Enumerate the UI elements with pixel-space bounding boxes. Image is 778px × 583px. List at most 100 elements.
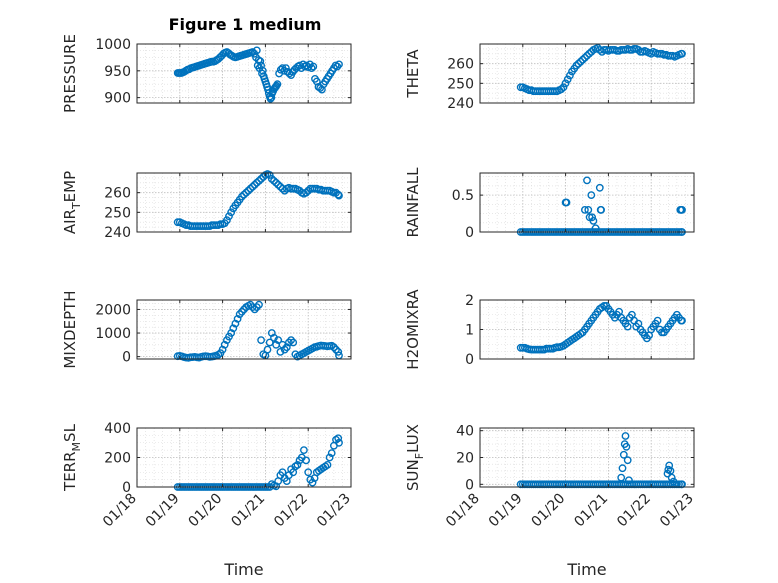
data-point: [302, 456, 310, 465]
y-tick-label: 20: [456, 451, 474, 467]
data-point: [578, 55, 587, 64]
y-axis-label: THETA: [404, 49, 422, 99]
data-point: [585, 49, 593, 58]
x-tick-label: 01/18: [100, 491, 140, 531]
subplot-6: 0 1 2 H2OMIXRA: [404, 289, 695, 370]
y-tick-label: 260: [447, 57, 474, 73]
data-point: [566, 71, 574, 80]
data-point: [289, 338, 298, 347]
data-point: [559, 83, 568, 92]
data-point: [250, 180, 259, 189]
data-point: [282, 343, 291, 352]
data-point: [257, 174, 265, 183]
data-point: [302, 188, 310, 197]
y-tick-label: 0: [465, 352, 474, 368]
data-point: [618, 464, 627, 473]
data-point: [335, 438, 343, 447]
data-point: [248, 182, 257, 191]
plot-area: [480, 173, 694, 232]
data-point: [222, 216, 231, 225]
y-tick-label: 2000: [95, 302, 131, 318]
y-tick-label: 900: [104, 91, 131, 107]
data-point: [244, 186, 253, 195]
data-point: [233, 314, 242, 323]
data-point: [583, 51, 591, 60]
figure-title: Figure 1 medium: [169, 15, 322, 34]
data-point: [335, 60, 343, 69]
y-axis-label: AIRTEMP: [61, 171, 83, 234]
data-point: [248, 303, 257, 311]
data-series: [516, 301, 686, 354]
data-point: [334, 347, 343, 356]
data-point: [237, 192, 246, 201]
x-tick-label: 01/22: [614, 491, 654, 531]
data-point: [256, 57, 265, 66]
data-point: [323, 460, 332, 469]
data-point: [333, 62, 342, 71]
data-point: [589, 216, 598, 225]
data-point: [258, 66, 267, 75]
y-tick-label: 0.5: [452, 188, 474, 204]
subplot-2: 240 250 260 THETA: [404, 43, 695, 112]
data-point: [623, 322, 632, 331]
subplot-5: 0 1000 2000 MIXDEPTH: [61, 290, 352, 369]
data-point: [595, 183, 604, 192]
subplot-1: 900 950 1000 PRESSURE: [61, 34, 352, 113]
data-series: [173, 170, 343, 231]
data-point: [678, 316, 686, 325]
data-point: [597, 205, 605, 214]
data-point: [229, 324, 238, 333]
data-point: [669, 477, 678, 486]
data-point: [255, 176, 263, 185]
y-axis-label: TERRMSL: [61, 423, 83, 492]
data-point: [619, 450, 628, 459]
y-tick-label: 250: [104, 205, 131, 221]
data-point: [653, 316, 662, 325]
data-point: [242, 188, 251, 197]
data-point: [246, 184, 255, 193]
data-point: [265, 338, 274, 347]
subplot-4: 0 0.5 RAINFALL: [404, 167, 695, 241]
y-tick-label: 0: [122, 480, 131, 496]
data-point: [308, 478, 317, 487]
y-tick-label: 0: [122, 350, 131, 366]
data-point: [274, 180, 283, 189]
data-point: [325, 453, 334, 462]
data-point: [562, 198, 571, 207]
subplot-7: 0 200 400 01/18 01/19 01/20 01/21 01/22 01/23 Tim…: [61, 421, 354, 579]
data-point: [335, 191, 343, 200]
y-tick-label: 40: [456, 424, 474, 440]
data-point: [557, 85, 566, 94]
data-point: [293, 460, 302, 469]
data-point: [250, 305, 259, 314]
data-point: [621, 432, 630, 440]
data-point: [265, 171, 274, 179]
y-axis-label: RAINFALL: [404, 167, 422, 238]
data-point: [263, 345, 272, 354]
data-point: [240, 190, 248, 199]
data-point: [581, 205, 589, 214]
data-point: [583, 176, 591, 185]
data-point: [581, 53, 589, 62]
data-point: [281, 64, 290, 73]
data-point: [622, 442, 631, 451]
data-point: [267, 174, 276, 183]
data-point: [252, 46, 261, 55]
data-point: [574, 59, 583, 68]
x-tick-label: 01/21: [228, 491, 268, 531]
axes-box: [136, 299, 352, 360]
x-tick-label: 01/20: [529, 491, 569, 531]
data-point: [299, 446, 308, 454]
data-point: [563, 75, 572, 84]
x-tick-label: 01/23: [314, 491, 354, 531]
data-point: [227, 329, 236, 337]
y-tick-label: 2: [465, 293, 474, 309]
data-point: [307, 64, 316, 73]
data-series: [516, 44, 686, 96]
data-point: [273, 80, 282, 89]
subplot-8: 0 20 40 01/18 01/19 01/20 01/21 01/22 01/23 Time S…: [404, 424, 697, 579]
data-point: [625, 476, 633, 485]
x-tick-label: 01/19: [143, 491, 183, 531]
data-point: [276, 347, 285, 356]
